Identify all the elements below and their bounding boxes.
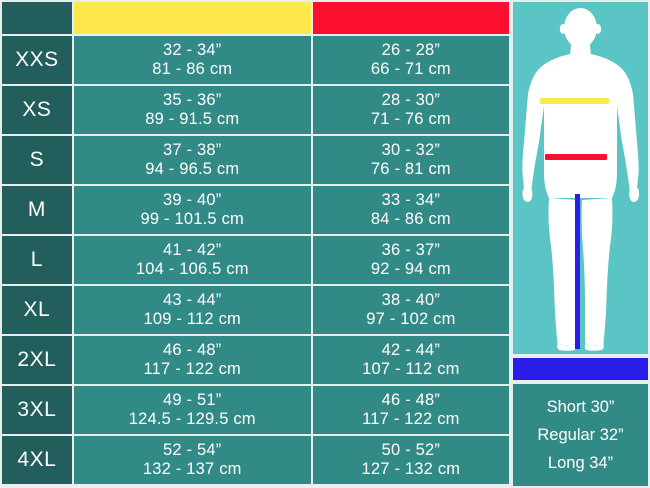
table-row[interactable]: 2XL 46 - 48” 117 - 122 cm 42 - 44” 107 -…: [0, 334, 509, 384]
row-waist-cell: 28 - 30” 71 - 76 cm: [312, 86, 509, 134]
figure-panel: Short 30” Regular 32” Long 34”: [511, 0, 650, 488]
size-label: 2XL: [17, 347, 57, 371]
chest-inches: 41 - 42”: [163, 240, 222, 259]
waist-measure-line: [545, 154, 607, 160]
row-waist-cell: 26 - 28” 66 - 71 cm: [312, 36, 509, 84]
waist-inches: 26 - 28”: [381, 40, 441, 59]
row-size-cell: 4XL: [2, 436, 72, 484]
chest-inches: 37 - 38”: [163, 140, 222, 159]
waist-inches: 36 - 37”: [381, 240, 441, 259]
waist-inches: 42 - 44”: [381, 340, 441, 359]
inseam-option-long: Long 34”: [547, 453, 614, 472]
row-waist-cell: 38 - 40” 97 - 102 cm: [312, 286, 509, 334]
table-header-row: [0, 0, 509, 34]
row-waist-cell: 30 - 32” 76 - 81 cm: [312, 136, 509, 184]
size-label: S: [29, 147, 45, 171]
chest-inches: 39 - 40”: [163, 190, 222, 209]
row-waist-cell: 42 - 44” 107 - 112 cm: [312, 336, 509, 384]
row-size-cell: 2XL: [2, 336, 72, 384]
header-waist-band: [312, 2, 509, 34]
row-chest-cell: 46 - 48” 117 - 122 cm: [73, 336, 311, 384]
chest-inches: 49 - 51”: [163, 390, 222, 409]
size-label: 3XL: [17, 397, 57, 421]
waist-inches: 30 - 32”: [381, 140, 441, 159]
waist-cm: 127 - 132 cm: [361, 460, 461, 478]
waist-cm: 84 - 86 cm: [370, 210, 451, 228]
row-chest-cell: 35 - 36” 89 - 91.5 cm: [73, 86, 311, 134]
table-row[interactable]: XXS 32 - 34” 81 - 86 cm 26 - 28” 66 - 71…: [0, 34, 509, 84]
table-row[interactable]: M 39 - 40” 99 - 101.5 cm 33 - 34” 84 - 8…: [0, 184, 509, 234]
waist-cm: 117 - 122 cm: [362, 410, 460, 428]
size-label: XS: [22, 97, 52, 121]
table-row[interactable]: XS 35 - 36” 89 - 91.5 cm 28 - 30” 71 - 7…: [0, 84, 509, 134]
chest-cm: 132 - 137 cm: [142, 460, 242, 478]
row-waist-cell: 50 - 52” 127 - 132 cm: [312, 436, 509, 484]
size-label: XL: [23, 297, 51, 321]
inseam-legend: Short 30” Regular 32” Long 34”: [513, 384, 648, 486]
waist-cm: 71 - 76 cm: [370, 110, 451, 128]
row-chest-cell: 41 - 42” 104 - 106.5 cm: [73, 236, 311, 284]
row-size-cell: L: [2, 236, 72, 284]
header-size-cell: [2, 2, 72, 34]
waist-cm: 76 - 81 cm: [370, 160, 451, 178]
size-label: 4XL: [17, 447, 57, 471]
chest-cm: 99 - 101.5 cm: [140, 210, 244, 228]
row-chest-cell: 43 - 44” 109 - 112 cm: [73, 286, 311, 334]
row-chest-cell: 37 - 38” 94 - 96.5 cm: [73, 136, 311, 184]
header-chest-band: [73, 2, 311, 34]
table-row[interactable]: 4XL 52 - 54” 132 - 137 cm 50 - 52” 127 -…: [0, 434, 509, 484]
chest-inches: 46 - 48”: [163, 340, 222, 359]
size-label: XXS: [15, 47, 59, 71]
waist-inches: 46 - 48”: [381, 390, 441, 409]
chest-cm: 81 - 86 cm: [152, 60, 233, 78]
row-chest-cell: 39 - 40” 99 - 101.5 cm: [73, 186, 311, 234]
row-chest-cell: 32 - 34” 81 - 86 cm: [73, 36, 311, 84]
male-silhouette-icon: [522, 8, 640, 351]
waist-inches: 28 - 30”: [381, 90, 441, 109]
table-row[interactable]: 3XL 49 - 51” 124.5 - 129.5 cm 46 - 48” 1…: [0, 384, 509, 434]
waist-cm: 92 - 94 cm: [370, 260, 451, 278]
table-row[interactable]: S 37 - 38” 94 - 96.5 cm 30 - 32” 76 - 81…: [0, 134, 509, 184]
row-waist-cell: 36 - 37” 92 - 94 cm: [312, 236, 509, 284]
chest-cm: 109 - 112 cm: [143, 310, 241, 328]
table-row[interactable]: L 41 - 42” 104 - 106.5 cm 36 - 37” 92 - …: [0, 234, 509, 284]
table-row[interactable]: XL 43 - 44” 109 - 112 cm 38 - 40” 97 - 1…: [0, 284, 509, 334]
inseam-measure-line: [575, 194, 580, 349]
waist-cm: 97 - 102 cm: [366, 310, 456, 328]
inseam-option-short: Short 30”: [546, 397, 615, 416]
waist-cm: 66 - 71 cm: [370, 60, 451, 78]
row-size-cell: XL: [2, 286, 72, 334]
mannequin-area: [513, 2, 648, 354]
inseam-color-band: [513, 358, 648, 380]
row-size-cell: XS: [2, 86, 72, 134]
chest-cm: 117 - 122 cm: [143, 360, 241, 378]
row-size-cell: M: [2, 186, 72, 234]
waist-inches: 50 - 52”: [381, 440, 441, 459]
chest-cm: 89 - 91.5 cm: [145, 110, 240, 128]
chest-cm: 104 - 106.5 cm: [135, 260, 249, 278]
size-label: M: [27, 197, 46, 221]
chest-inches: 43 - 44”: [163, 290, 222, 309]
waist-cm: 107 - 112 cm: [362, 360, 460, 378]
row-chest-cell: 52 - 54” 132 - 137 cm: [73, 436, 311, 484]
waist-inches: 38 - 40”: [381, 290, 441, 309]
inseam-option-regular: Regular 32”: [537, 425, 624, 444]
row-waist-cell: 46 - 48” 117 - 122 cm: [312, 386, 509, 434]
row-size-cell: 3XL: [2, 386, 72, 434]
chest-inches: 52 - 54”: [163, 440, 222, 459]
waist-inches: 33 - 34”: [381, 190, 441, 209]
row-waist-cell: 33 - 34” 84 - 86 cm: [312, 186, 509, 234]
row-size-cell: S: [2, 136, 72, 184]
chest-inches: 35 - 36”: [163, 90, 222, 109]
row-chest-cell: 49 - 51” 124.5 - 129.5 cm: [73, 386, 311, 434]
size-table: XXS 32 - 34” 81 - 86 cm 26 - 28” 66 - 71…: [0, 0, 509, 484]
chest-inches: 32 - 34”: [163, 40, 222, 59]
row-size-cell: XXS: [2, 36, 72, 84]
chest-cm: 124.5 - 129.5 cm: [128, 410, 256, 428]
chest-measure-line: [540, 98, 609, 104]
size-label: L: [30, 247, 43, 271]
chest-cm: 94 - 96.5 cm: [145, 160, 240, 178]
